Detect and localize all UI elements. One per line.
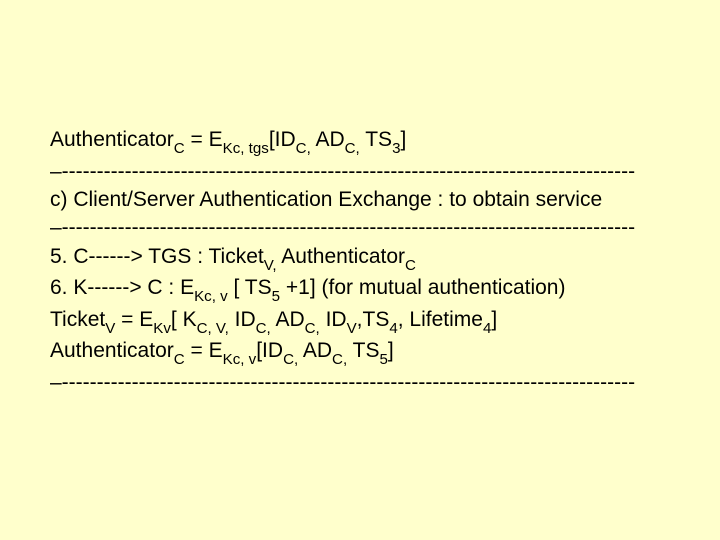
line-authenticator-c-v: AuthenticatorC = EKc, v[IDC, ADC, TS5] [50, 337, 720, 369]
line-authenticator-c-tgs: AuthenticatorC = EKc, tgs[IDC, ADC, TS3] [50, 126, 720, 158]
subscript: Kc, tgs [223, 140, 269, 157]
subscript: 5 [272, 288, 280, 305]
subscript: 3 [392, 140, 400, 157]
subscript: C, V, [197, 320, 229, 337]
subscript: Kc, v [223, 351, 257, 368]
subscript: C, [345, 140, 360, 157]
text: [ K [171, 308, 197, 331]
text: 5. C------> TGS : Ticket [50, 245, 264, 268]
text: Ticket [50, 308, 105, 331]
subscript: C, [305, 320, 320, 337]
text: Authenticator [50, 339, 174, 362]
text: TS [360, 128, 392, 151]
subscript: 4 [483, 320, 491, 337]
subscript: 5 [379, 351, 387, 368]
text: ] [491, 308, 497, 331]
text: TS [347, 339, 379, 362]
text: = E [185, 339, 223, 362]
line-step-6: 6. K------> C : EKc, v [ TS5 +1] (for mu… [50, 274, 720, 306]
line-ticket-v: TicketV = EKv[ KC, V, IDC, ADC, IDV,TS4,… [50, 306, 720, 338]
text: [ID [256, 339, 283, 362]
subscript: V, [264, 257, 277, 274]
text: [ TS [228, 276, 272, 299]
subscript: C [174, 140, 185, 157]
subscript: C, [296, 140, 311, 157]
text: = E [185, 128, 223, 151]
line-section-c: c) Client/Server Authentication Exchange… [50, 186, 720, 214]
subscript: V [105, 320, 115, 337]
text: +1] (for mutual authentication) [280, 276, 565, 299]
subscript: Kv [153, 320, 171, 337]
separator-line: –---------------------------------------… [50, 158, 720, 186]
separator-line: –---------------------------------------… [50, 214, 720, 242]
text: 6. K------> C : E [50, 276, 194, 299]
text: , Lifetime [398, 308, 483, 331]
subscript: C [174, 351, 185, 368]
text: Authenticator [277, 245, 405, 268]
slide-content: AuthenticatorC = EKc, tgs[IDC, ADC, TS3]… [0, 0, 720, 540]
text: ID [320, 308, 347, 331]
text: Authenticator [50, 128, 174, 151]
subscript: C, [256, 320, 271, 337]
text: = E [115, 308, 153, 331]
subscript: V [347, 320, 357, 337]
text: ID [229, 308, 256, 331]
subscript: C, [332, 351, 347, 368]
text: ,TS [357, 308, 390, 331]
subscript: Kc, v [194, 288, 228, 305]
text: ] [388, 339, 394, 362]
text: [ID [269, 128, 296, 151]
subscript: 4 [389, 320, 397, 337]
subscript: C [405, 257, 416, 274]
separator-line: –---------------------------------------… [50, 369, 720, 397]
text: AD [311, 128, 345, 151]
subscript: C, [283, 351, 298, 368]
text: AD [298, 339, 332, 362]
text: ] [400, 128, 406, 151]
text: AD [271, 308, 305, 331]
line-step-5: 5. C------> TGS : TicketV, Authenticator… [50, 243, 720, 275]
